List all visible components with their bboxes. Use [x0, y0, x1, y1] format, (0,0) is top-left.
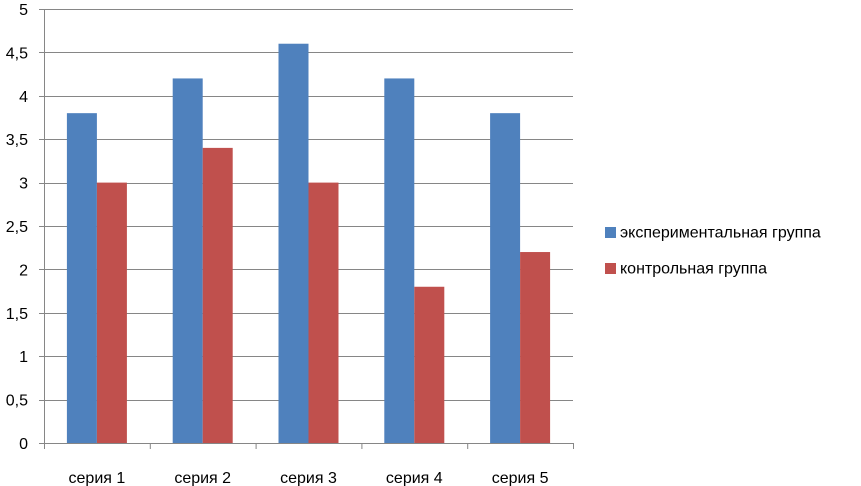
bar-experimental-1	[66, 113, 97, 443]
y-tick-label: 2,5	[6, 219, 28, 236]
bar-experimental-4	[384, 78, 415, 443]
y-tick-label: 5	[19, 2, 28, 19]
y-tick-label: 0	[19, 436, 28, 453]
y-tick-label: 4,5	[6, 45, 28, 62]
bar-control-3	[308, 182, 339, 443]
bar-control-4	[414, 286, 445, 443]
bar-control-2	[202, 147, 233, 443]
y-tick-label: 4	[19, 89, 28, 106]
bar-control-1	[96, 182, 127, 443]
x-tick-label: серия 2	[174, 470, 231, 486]
y-tick-label: 0,5	[6, 393, 28, 410]
bar-experimental-5	[490, 113, 521, 443]
y-tick-label: 2	[19, 262, 28, 279]
legend-swatch	[605, 263, 616, 274]
legend-swatch	[605, 227, 616, 238]
legend-label: контрольная группа	[620, 261, 767, 278]
bars	[66, 43, 551, 443]
x-tick-label: серия 5	[492, 470, 549, 486]
bar-experimental-2	[172, 78, 203, 443]
y-tick-label: 1,5	[6, 306, 28, 323]
x-axis-tick-labels: серия 1 серия 2 серия 3 серия 4 серия 5	[69, 470, 549, 486]
bar-experimental-3	[278, 43, 309, 443]
axes	[39, 9, 574, 449]
legend-label: экспериментальная группа	[620, 225, 821, 242]
x-tick-label: серия 4	[386, 470, 443, 486]
legend: экспериментальная группа контрольная груп…	[605, 225, 821, 278]
y-tick-label: 1	[19, 349, 28, 366]
bar-control-5	[520, 252, 551, 443]
y-tick-label: 3,5	[6, 132, 28, 149]
x-tick-label: серия 3	[280, 470, 337, 486]
y-tick-label: 3	[19, 176, 28, 193]
x-tick-label: серия 1	[69, 470, 126, 486]
y-axis-tick-labels: 0 0,5 1 1,5 2 2,5 3 3,5 4 4,5 5	[6, 2, 28, 453]
